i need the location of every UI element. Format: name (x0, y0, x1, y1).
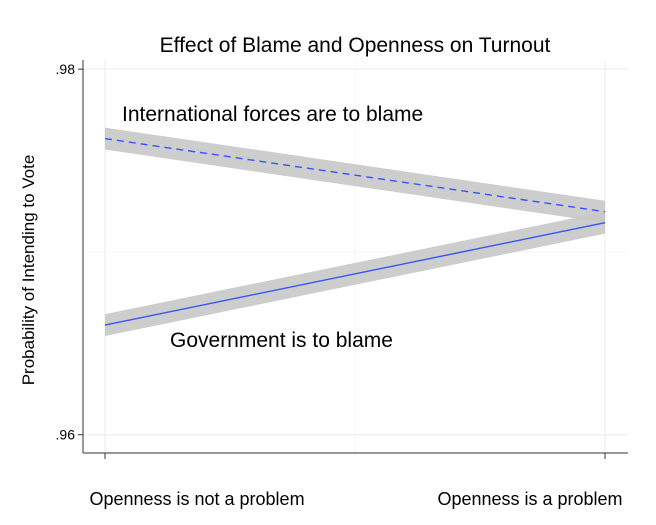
x-tick-label-1: Openness is a problem (437, 489, 622, 509)
x-tick-label-0: Openness is not a problem (89, 489, 304, 509)
series-label-international: International forces are to blame (122, 103, 423, 126)
series-lines (104, 137, 606, 326)
y-tick-label-1: .98 (56, 61, 76, 77)
series-line-1 (104, 221, 606, 326)
chart-title: Effect of Blame and Openness on Turnout (160, 34, 551, 57)
y-axis-label: Probability of Intending to Vote (19, 155, 38, 386)
series-line-0 (104, 137, 606, 213)
gridlines (83, 60, 628, 453)
series-label-government: Government is to blame (170, 329, 393, 352)
y-ticks: .96 .98 (56, 61, 83, 443)
y-tick-label-0: .96 (56, 427, 76, 443)
x-ticks: Openness is not a problem Openness is a p… (89, 453, 623, 509)
